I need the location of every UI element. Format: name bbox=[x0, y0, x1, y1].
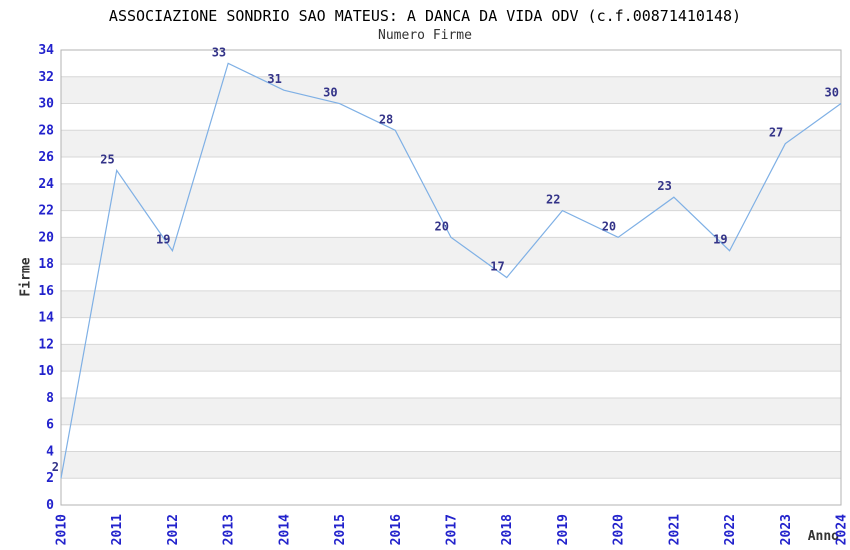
x-tick-label: 2010 bbox=[55, 514, 70, 545]
x-tick-label: 2019 bbox=[556, 514, 571, 545]
y-tick-label: 32 bbox=[38, 70, 54, 85]
x-tick-label: 2022 bbox=[723, 514, 738, 545]
point-label: 28 bbox=[379, 112, 393, 126]
band bbox=[61, 130, 841, 158]
y-tick-label: 0 bbox=[46, 498, 54, 513]
x-tick-label: 2016 bbox=[389, 514, 404, 545]
y-tick-label: 6 bbox=[46, 418, 54, 433]
x-tick-label: 2020 bbox=[612, 514, 627, 545]
point-label: 25 bbox=[100, 152, 114, 166]
point-label: 33 bbox=[212, 45, 226, 59]
point-label: 20 bbox=[435, 219, 449, 233]
point-label: 22 bbox=[546, 193, 560, 207]
x-axis-title: Anno bbox=[807, 529, 839, 544]
band bbox=[61, 290, 841, 318]
chart-title: ASSOCIAZIONE SONDRIO SAO MATEUS: A DANCA… bbox=[108, 7, 742, 25]
x-tick-label: 2014 bbox=[277, 514, 292, 545]
x-tick-label: 2017 bbox=[445, 514, 460, 545]
point-label: 30 bbox=[825, 86, 839, 100]
y-tick-label: 16 bbox=[38, 284, 54, 299]
y-tick-label: 2 bbox=[46, 471, 54, 486]
point-label: 17 bbox=[490, 260, 504, 274]
point-label: 20 bbox=[602, 219, 616, 233]
point-label: 23 bbox=[657, 179, 671, 193]
point-label: 27 bbox=[769, 126, 783, 140]
x-tick-label: 2024 bbox=[835, 514, 850, 545]
chart-subtitle: Numero Firme bbox=[378, 28, 472, 43]
band bbox=[61, 237, 841, 265]
x-tick-label: 2012 bbox=[166, 514, 181, 545]
plot-border bbox=[60, 49, 842, 506]
y-tick-label: 12 bbox=[38, 337, 54, 352]
band bbox=[61, 183, 841, 211]
y-tick-label: 4 bbox=[46, 444, 54, 459]
point-label: 2 bbox=[52, 460, 59, 474]
y-tick-label: 20 bbox=[38, 230, 54, 245]
band bbox=[61, 344, 841, 372]
y-tick-label: 30 bbox=[38, 97, 54, 112]
x-tick-label: 2018 bbox=[500, 514, 515, 545]
x-tick-label: 2015 bbox=[333, 514, 348, 545]
y-tick-label: 10 bbox=[38, 364, 54, 379]
band bbox=[61, 451, 841, 479]
y-tick-label: 8 bbox=[46, 391, 54, 406]
point-label: 31 bbox=[267, 72, 281, 86]
y-tick-label: 22 bbox=[38, 204, 54, 219]
y-tick-label: 18 bbox=[38, 257, 54, 272]
x-tick-label: 2021 bbox=[667, 514, 682, 545]
data-line bbox=[60, 62, 842, 479]
x-tick-label: 2023 bbox=[779, 514, 794, 545]
y-tick-label: 24 bbox=[38, 177, 54, 192]
band bbox=[61, 76, 841, 104]
point-label: 19 bbox=[713, 233, 727, 247]
x-tick-label: 2011 bbox=[110, 514, 125, 545]
band bbox=[61, 397, 841, 425]
y-tick-label: 26 bbox=[38, 150, 54, 165]
point-label: 19 bbox=[156, 233, 170, 247]
y-tick-label: 28 bbox=[38, 123, 54, 138]
y-tick-label: 14 bbox=[38, 311, 54, 326]
y-tick-label: 34 bbox=[38, 43, 54, 58]
x-tick-label: 2013 bbox=[222, 514, 237, 545]
point-label: 30 bbox=[323, 86, 337, 100]
